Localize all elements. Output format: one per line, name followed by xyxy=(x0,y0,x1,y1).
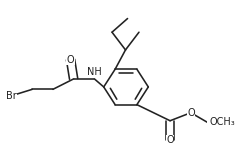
Text: NH: NH xyxy=(87,67,102,77)
Text: OCH₃: OCH₃ xyxy=(210,117,235,127)
Text: O: O xyxy=(166,135,174,145)
Text: O: O xyxy=(187,108,195,118)
Text: Br: Br xyxy=(6,91,17,101)
Text: O: O xyxy=(67,55,74,65)
